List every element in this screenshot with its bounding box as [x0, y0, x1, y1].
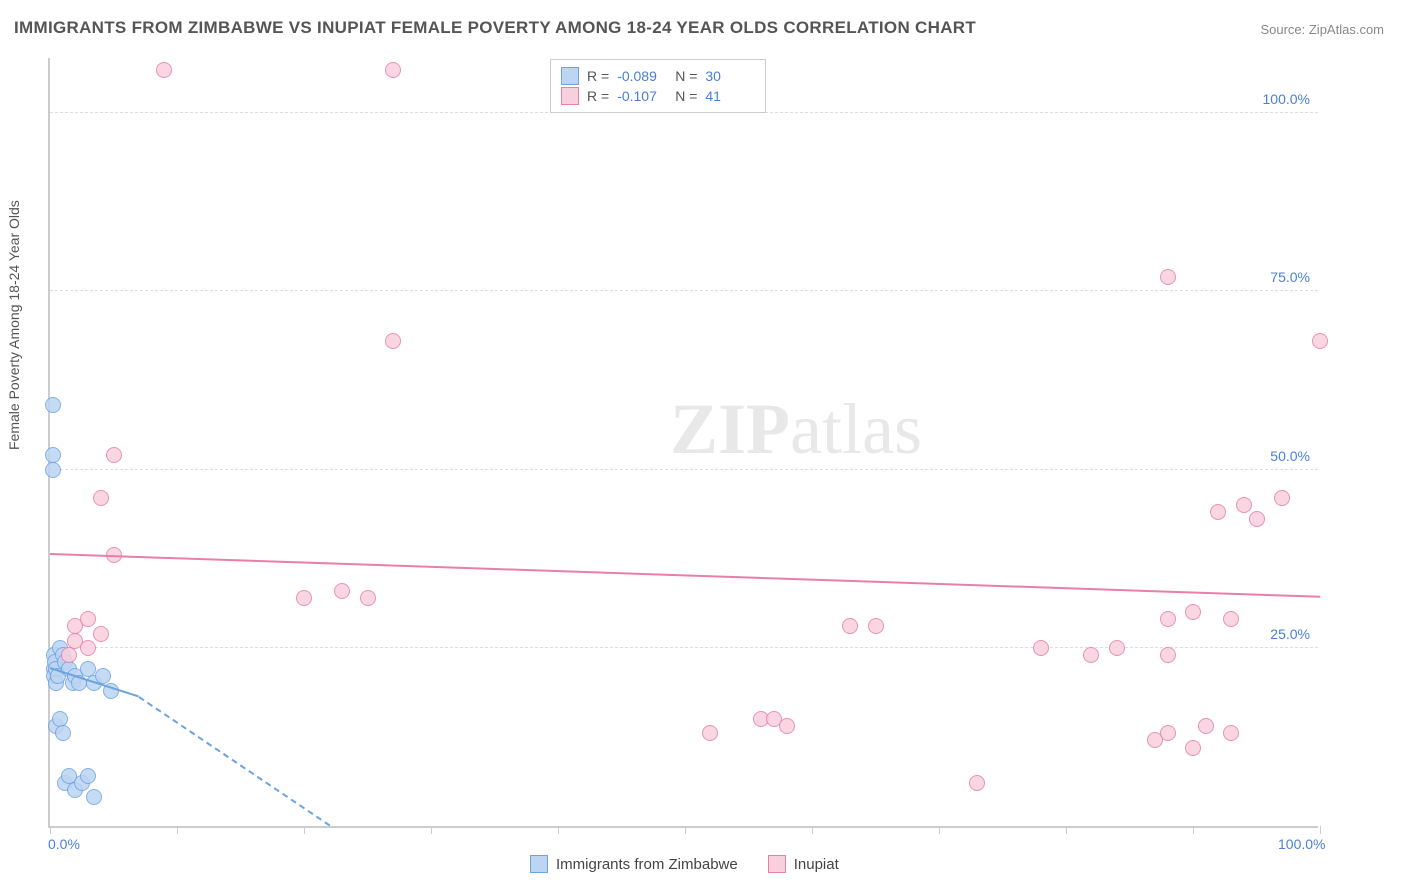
data-point — [1185, 604, 1201, 620]
y-tick-label: 75.0% — [1270, 269, 1310, 285]
legend-swatch — [530, 855, 548, 873]
gridline — [50, 647, 1318, 648]
data-point — [80, 768, 96, 784]
legend-label: Immigrants from Zimbabwe — [556, 856, 738, 873]
data-point — [55, 725, 71, 741]
x-tick — [685, 826, 686, 834]
data-point — [969, 775, 985, 791]
data-point — [1210, 504, 1226, 520]
data-point — [868, 618, 884, 634]
y-tick-label: 100.0% — [1263, 91, 1310, 107]
x-tick — [50, 826, 51, 834]
data-point — [1160, 269, 1176, 285]
data-point — [1109, 640, 1125, 656]
scatter-plot: ZIPatlas 25.0%50.0%75.0%100.0%0.0%100.0%… — [48, 58, 1318, 828]
data-point — [702, 725, 718, 741]
x-tick — [177, 826, 178, 834]
x-tick-label: 100.0% — [1278, 836, 1325, 852]
legend-label: Inupiat — [794, 856, 839, 873]
data-point — [1198, 718, 1214, 734]
data-point — [334, 583, 350, 599]
data-point — [45, 462, 61, 478]
trend-line — [138, 696, 330, 826]
data-point — [93, 490, 109, 506]
data-point — [1274, 490, 1290, 506]
data-point — [1160, 725, 1176, 741]
data-point — [1160, 611, 1176, 627]
x-tick — [558, 826, 559, 834]
data-point — [1236, 497, 1252, 513]
legend-item: Inupiat — [768, 855, 839, 873]
legend-stats-row: R =-0.089N =30 — [561, 67, 755, 85]
data-point — [1083, 647, 1099, 663]
data-point — [1185, 740, 1201, 756]
trend-line — [50, 553, 1320, 598]
data-point — [61, 647, 77, 663]
data-point — [1223, 725, 1239, 741]
data-point — [93, 626, 109, 642]
data-point — [360, 590, 376, 606]
y-axis-label: Female Poverty Among 18-24 Year Olds — [6, 200, 22, 450]
y-tick-label: 50.0% — [1270, 448, 1310, 464]
x-tick — [1320, 826, 1321, 834]
source-label: Source: ZipAtlas.com — [1260, 22, 1384, 37]
data-point — [80, 640, 96, 656]
legend-swatch — [561, 67, 579, 85]
data-point — [842, 618, 858, 634]
legend-swatch — [768, 855, 786, 873]
data-point — [86, 789, 102, 805]
legend-swatch — [561, 87, 579, 105]
x-tick — [431, 826, 432, 834]
data-point — [45, 397, 61, 413]
gridline — [50, 290, 1318, 291]
data-point — [1223, 611, 1239, 627]
legend-bottom: Immigrants from Zimbabwe Inupiat — [530, 855, 839, 873]
data-point — [385, 62, 401, 78]
data-point — [1160, 647, 1176, 663]
data-point — [385, 333, 401, 349]
x-tick-label: 0.0% — [48, 836, 80, 852]
data-point — [1249, 511, 1265, 527]
data-point — [156, 62, 172, 78]
legend-item: Immigrants from Zimbabwe — [530, 855, 738, 873]
x-tick — [939, 826, 940, 834]
data-point — [1033, 640, 1049, 656]
chart-title: IMMIGRANTS FROM ZIMBABWE VS INUPIAT FEMA… — [14, 18, 976, 38]
data-point — [106, 447, 122, 463]
gridline — [50, 469, 1318, 470]
legend-stats: R =-0.089N =30 R =-0.107N =41 — [550, 59, 766, 113]
x-tick — [1066, 826, 1067, 834]
watermark: ZIPatlas — [670, 388, 922, 471]
x-tick — [1193, 826, 1194, 834]
x-tick — [304, 826, 305, 834]
legend-stats-row: R =-0.107N =41 — [561, 87, 755, 105]
data-point — [1312, 333, 1328, 349]
x-tick — [812, 826, 813, 834]
data-point — [296, 590, 312, 606]
data-point — [779, 718, 795, 734]
y-tick-label: 25.0% — [1270, 626, 1310, 642]
